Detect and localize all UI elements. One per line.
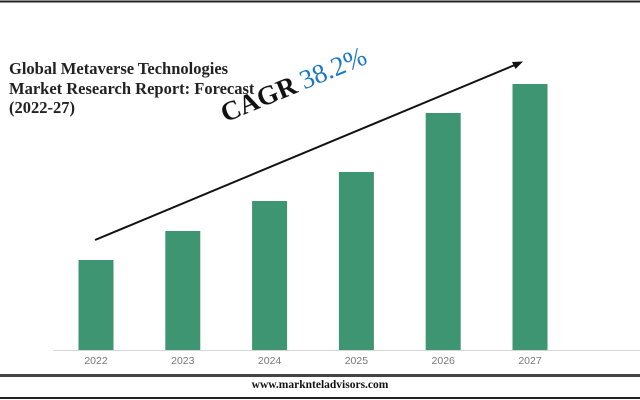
bar-2027	[512, 84, 548, 350]
chart-title: Global Metaverse Technologies Market Res…	[9, 59, 254, 118]
bar-2024	[252, 201, 288, 350]
title-line: Market Research Report: Forecast	[9, 78, 255, 98]
x-tick-label: 2022	[84, 355, 108, 367]
bar-2025	[338, 172, 374, 350]
x-tick-label: 2027	[518, 355, 542, 367]
title-line: Global Metaverse Technologies	[9, 59, 229, 78]
bar-2022	[78, 260, 114, 350]
x-tick-label: 2025	[345, 355, 369, 367]
trend-arrow-head	[512, 61, 523, 69]
x-tick-label: 2024	[258, 355, 282, 367]
x-tick-label: 2026	[432, 355, 456, 367]
trend-arrow	[94, 63, 517, 241]
footer-url: www.marknteladvisors.com	[251, 379, 389, 391]
bar-2023	[165, 231, 201, 350]
title-line: (2022-27)	[9, 98, 75, 117]
bar-2026	[425, 113, 461, 350]
x-tick-label: 2023	[171, 355, 195, 367]
